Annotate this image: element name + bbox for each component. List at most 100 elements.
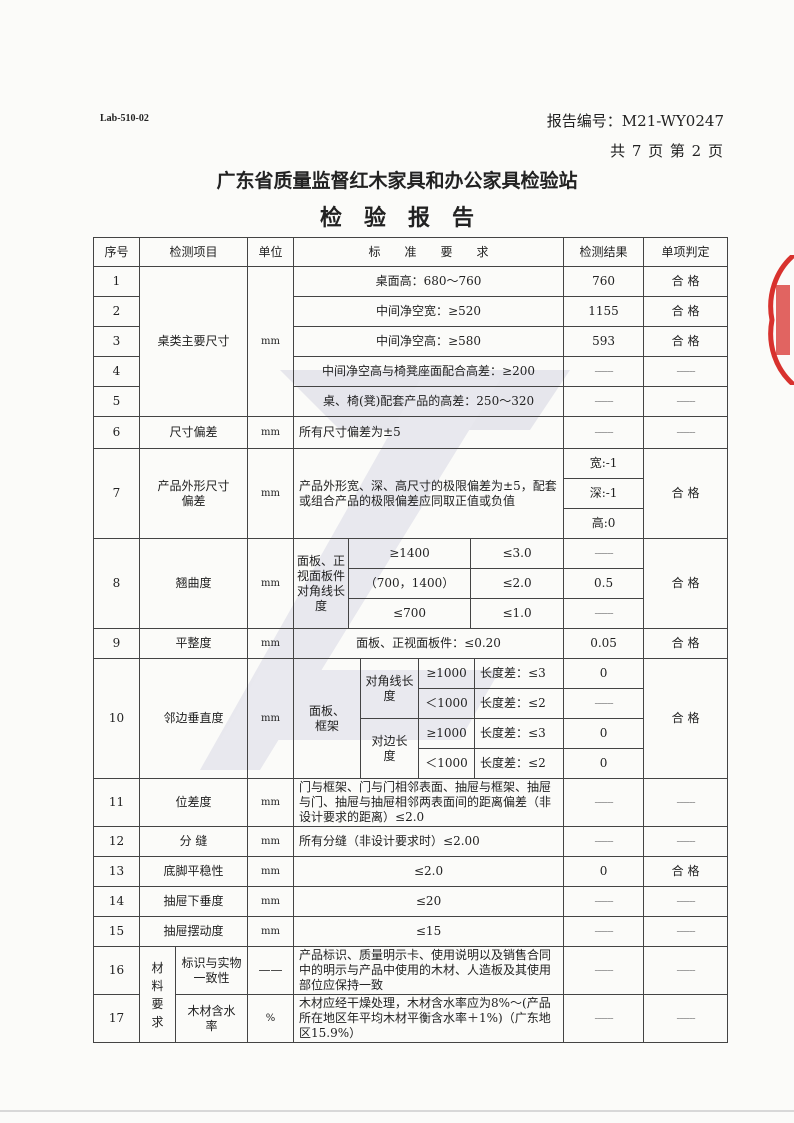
verdict: 合 格	[643, 628, 729, 659]
result: ------	[563, 688, 645, 719]
col-header: 单位	[247, 237, 295, 267]
table-row: 16 材料要求 标识与实物一致性 —— 产品标识、质量明示卡、使用说明以及销售合…	[93, 946, 729, 1043]
row-number: 9	[93, 628, 140, 659]
result: ------	[563, 598, 645, 629]
test-item: 抽屉摆动度	[138, 916, 249, 947]
col-header: 检测项目	[138, 237, 249, 267]
unit: mm	[247, 416, 295, 449]
organization-name: 广东省质量监督红木家具和办公家具检验站	[216, 170, 578, 192]
result: 593	[563, 326, 645, 357]
table-row: 10 邻边垂直度 mm 面板、框架 对角线长度 ≥1000 长度差：≤3 0 合…	[93, 658, 729, 779]
col-header: 单项判定	[643, 237, 729, 267]
verdict: ------	[643, 356, 729, 387]
group-label: 对边长度	[360, 718, 420, 779]
result: 0	[563, 856, 645, 887]
unit: ——	[247, 946, 295, 995]
test-item: 分 缝	[138, 826, 249, 857]
requirement: 所有分缝（非设计要求时）≤2.00	[293, 826, 565, 857]
verdict: 合 格	[643, 658, 729, 779]
verdict: 合 格	[643, 326, 729, 357]
limit: 长度差：≤3	[474, 658, 565, 689]
table-row: 4 中间净空高与椅凳座面配合高差：≥200 ------ ------	[93, 356, 729, 387]
result: 760	[563, 266, 645, 297]
unit: mm	[247, 916, 295, 947]
requirement: ≤20	[293, 886, 565, 917]
result: ------	[563, 538, 645, 569]
result: 1155	[563, 296, 645, 327]
unit: mm	[247, 778, 295, 827]
table-row: 17 木材含水率 % 木材应经干燥处理，木材含水率应为8%～(产品所在地区年平均…	[93, 994, 729, 1043]
result: ------	[563, 386, 645, 417]
verdict: ------	[643, 778, 729, 827]
test-item: 平整度	[138, 628, 249, 659]
limit: 长度差：≤2	[474, 688, 565, 719]
row-number: 10	[93, 658, 140, 779]
result: 0	[563, 658, 645, 689]
row-number: 17	[93, 994, 140, 1043]
unit: %	[247, 994, 295, 1043]
page-count: 共 7 页 第 2 页	[610, 142, 724, 160]
limit: ≤3.0	[470, 538, 565, 569]
result: ------	[563, 916, 645, 947]
group-label: 材料要求	[139, 946, 176, 1043]
requirement: 中间净空高与椅凳座面配合高差：≥200	[293, 356, 565, 387]
row-number: 1	[93, 266, 140, 297]
verdict: ------	[643, 386, 729, 417]
col-header: 检测结果	[563, 237, 645, 267]
row-number: 8	[93, 538, 140, 629]
requirement: 面板、正视面板件：≤0.20	[293, 628, 565, 659]
verdict: 合 格	[643, 296, 729, 327]
verdict: 合 格	[643, 856, 729, 887]
range: （700，1400）	[348, 568, 472, 599]
row-number: 5	[93, 386, 140, 417]
test-item: 位差度	[138, 778, 249, 827]
unit: mm	[247, 266, 295, 417]
inspection-table: 序号 检测项目 单位 标 准 要 求 检测结果 单项判定 1 桌类主要尺寸 mm…	[93, 237, 729, 1043]
result: ------	[563, 994, 645, 1043]
result: 0.05	[563, 628, 645, 659]
test-item: 产品外形尺寸偏差	[138, 448, 249, 539]
unit: mm	[247, 658, 295, 779]
verdict: ------	[643, 886, 729, 917]
requirement: 中间净空高：≥580	[293, 326, 565, 357]
requirement: 产品标识、质量明示卡、使用说明以及销售合同中的明示与产品中使用的木材、人造板及其…	[293, 946, 565, 995]
verdict: 合 格	[643, 448, 729, 539]
verdict: 合 格	[643, 538, 729, 629]
row-number: 2	[93, 296, 140, 327]
row-number: 16	[93, 946, 140, 995]
sub-label: 面板、框架	[293, 658, 362, 779]
requirement: ≤15	[293, 916, 565, 947]
verdict: ------	[643, 946, 729, 995]
row-number: 13	[93, 856, 140, 887]
row-number: 12	[93, 826, 140, 857]
result: 深:-1	[563, 478, 645, 509]
test-item: 桌类主要尺寸	[138, 266, 249, 417]
range: ＜1000	[418, 688, 476, 719]
result: 0.5	[563, 568, 645, 599]
result: ------	[563, 886, 645, 917]
result: 宽:-1	[563, 448, 645, 479]
table-row: 13 底脚平稳性 mm ≤2.0 0 合 格	[93, 856, 729, 887]
result: ------	[563, 416, 645, 449]
limit: ≤1.0	[470, 598, 565, 629]
test-item: 标识与实物一致性	[174, 946, 249, 995]
test-item: 底脚平稳性	[138, 856, 249, 887]
col-header: 标 准 要 求	[293, 237, 565, 267]
requirement: 所有尺寸偏差为±5	[293, 416, 565, 449]
test-item: 木材含水率	[174, 994, 249, 1043]
requirement: 桌面高：680～760	[293, 266, 565, 297]
row-number: 7	[93, 448, 140, 539]
verdict: ------	[643, 994, 729, 1043]
unit: mm	[247, 826, 295, 857]
group-label: 对角线长度	[360, 658, 420, 719]
table-row: 1 桌类主要尺寸 mm 桌面高：680～760 760 合 格	[93, 266, 729, 417]
report-title: 检验报告	[319, 206, 496, 231]
unit: mm	[247, 448, 295, 539]
row-number: 3	[93, 326, 140, 357]
result: 高:0	[563, 508, 645, 539]
table-row: 7 产品外形尺寸偏差 mm 产品外形宽、深、高尺寸的极限偏差为±5，配套或组合产…	[93, 448, 729, 539]
table-row: 14 抽屉下垂度 mm ≤20 ------ ------	[93, 886, 729, 917]
requirement: 产品外形宽、深、高尺寸的极限偏差为±5，配套或组合产品的极限偏差应同取正值或负值	[293, 448, 565, 539]
col-header: 序号	[93, 237, 140, 267]
test-item: 抽屉下垂度	[138, 886, 249, 917]
